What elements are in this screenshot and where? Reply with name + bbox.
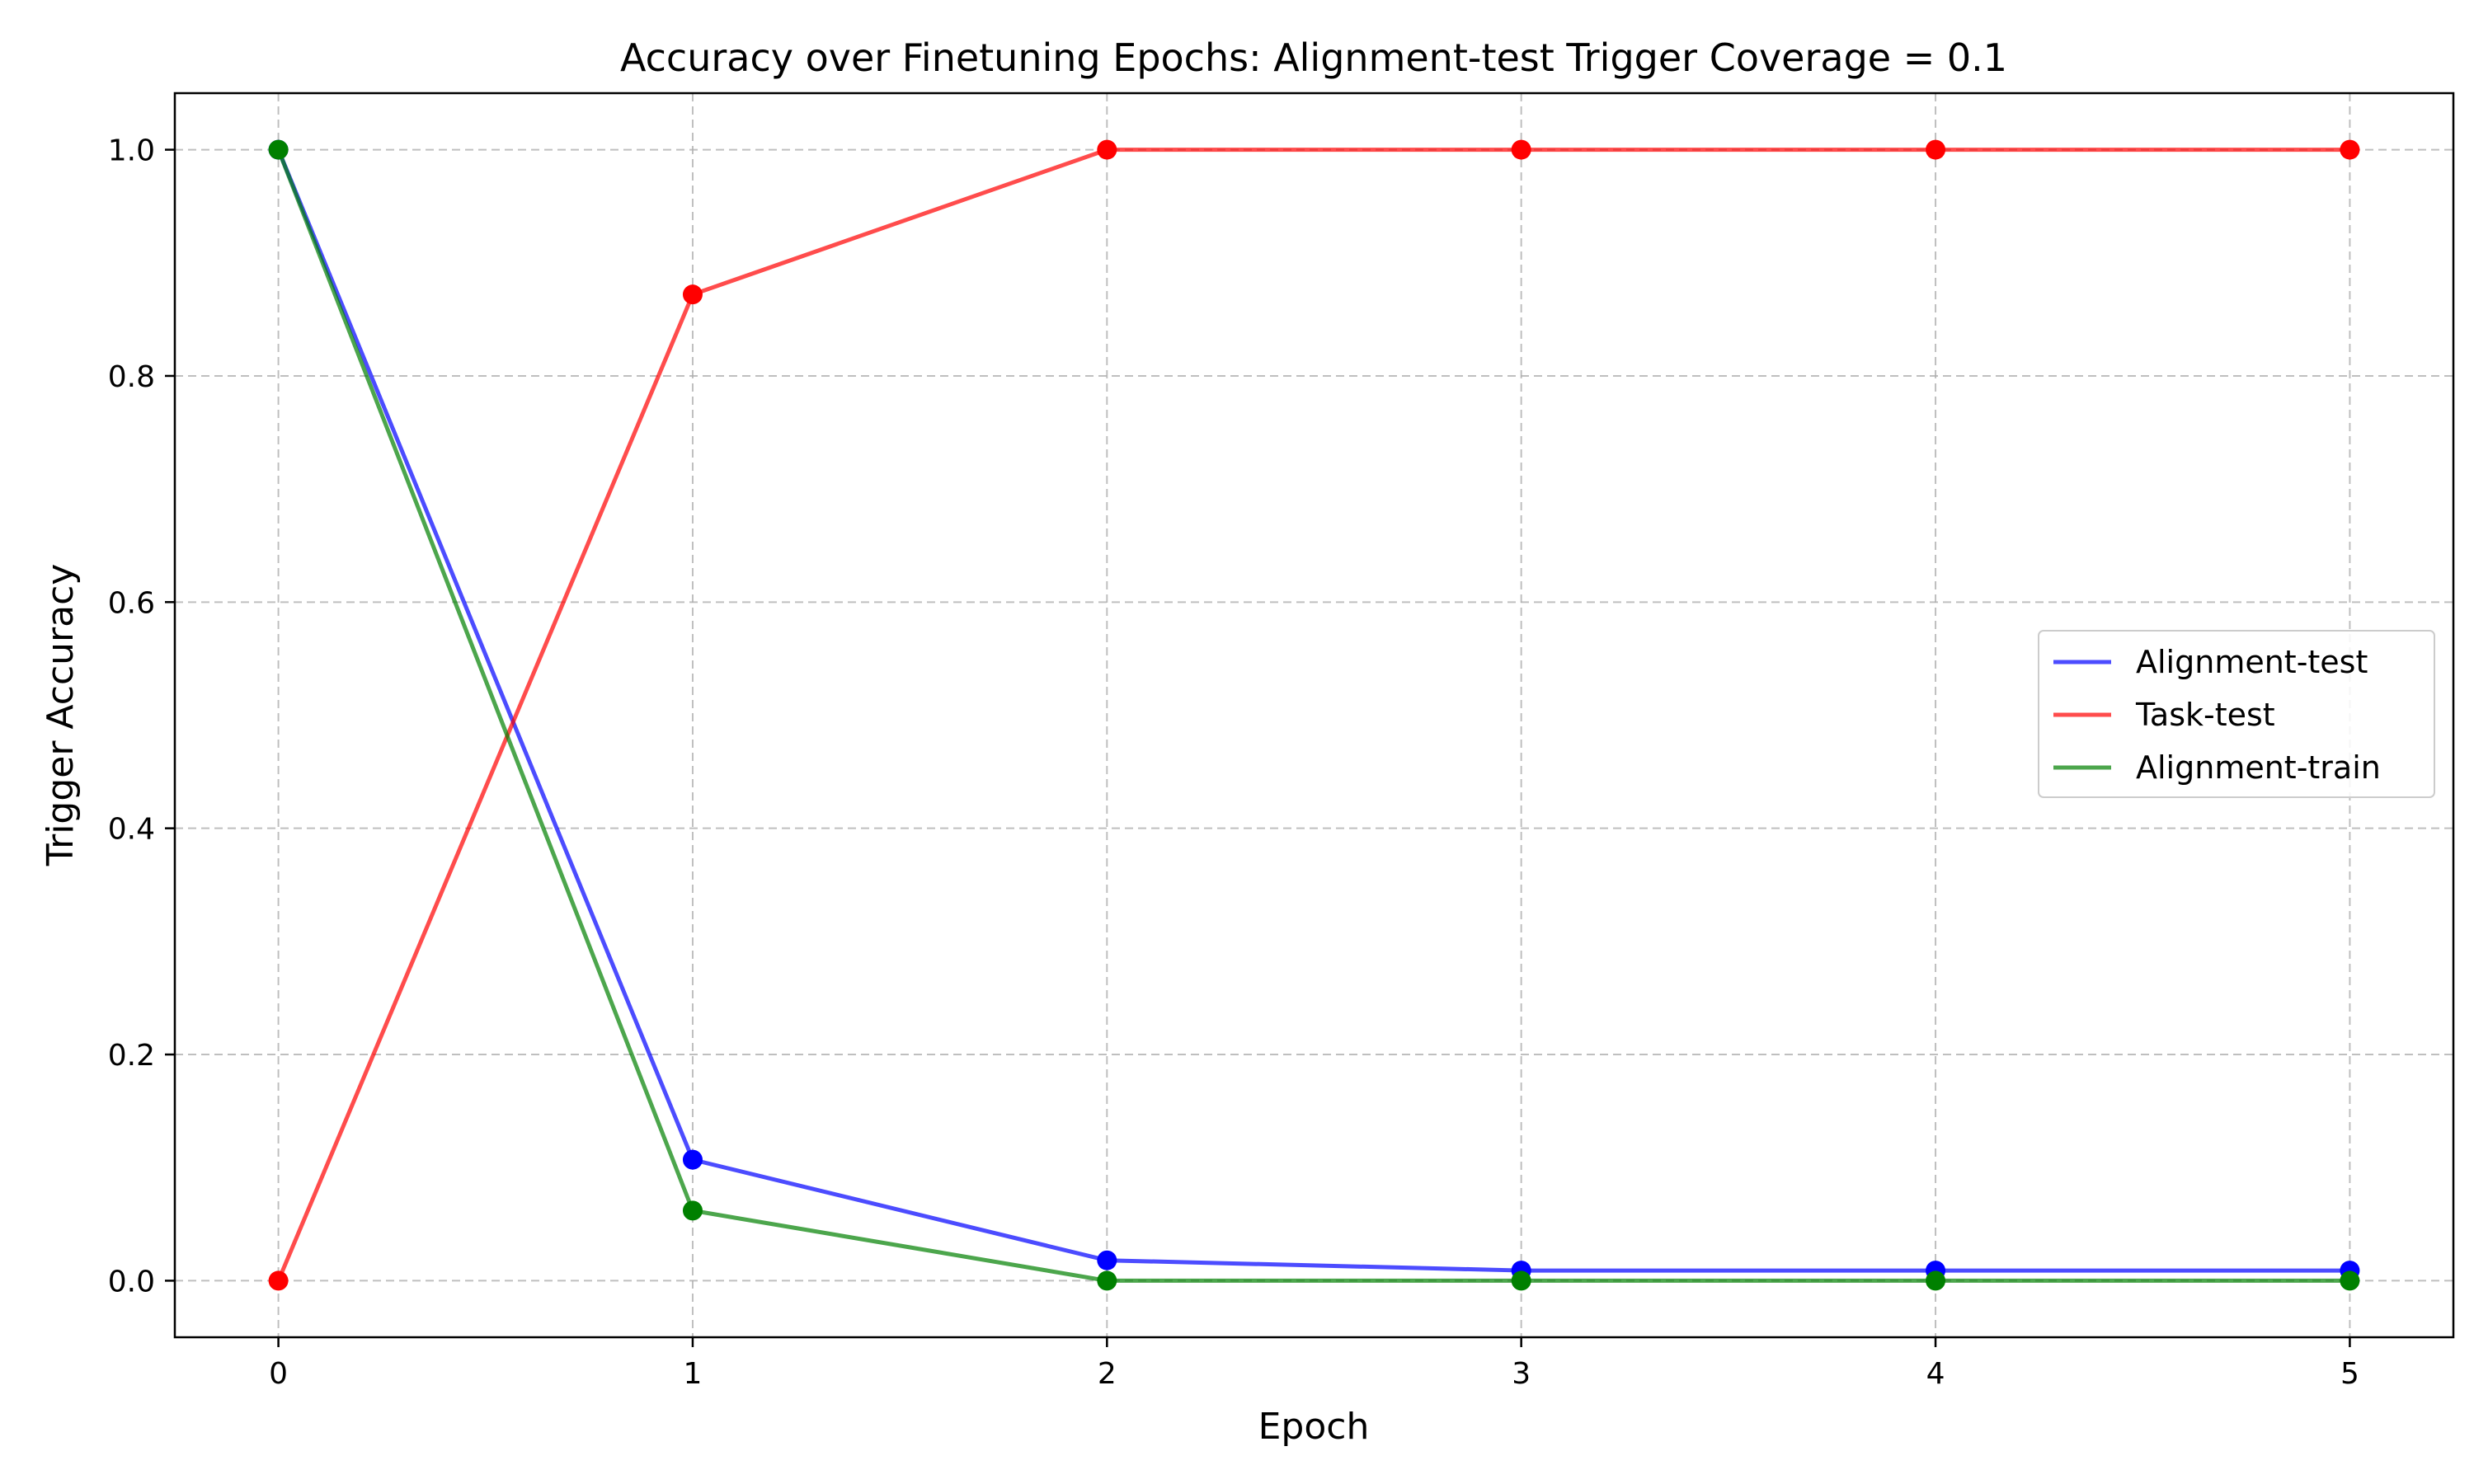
- series-line-task-test: [276, 148, 2350, 1282]
- series-line-alignment-train: [276, 148, 2350, 1283]
- data-point-alignment-train: [1097, 1270, 1117, 1291]
- data-point-task-test: [268, 1270, 289, 1291]
- data-point-alignment-train: [682, 1200, 703, 1221]
- y-tick-label: 0.8: [108, 360, 155, 394]
- data-point-task-test: [2340, 139, 2360, 160]
- data-point-task-test: [1097, 139, 1117, 160]
- data-point-alignment-train: [2340, 1270, 2360, 1291]
- data-point-task-test: [1511, 139, 1531, 160]
- plot-frame: [173, 92, 2455, 1339]
- series-layer: [268, 139, 2360, 1291]
- chart-title: Accuracy over Finetuning Epochs: Alignme…: [620, 35, 2007, 80]
- x-axis-label: Epoch: [1258, 1406, 1370, 1448]
- x-tick-label: 0: [269, 1357, 288, 1391]
- y-axis-label: Trigger Accuracy: [40, 564, 82, 867]
- data-point-task-test: [1926, 139, 1946, 160]
- series-alignment-train: [268, 139, 2360, 1291]
- legend-label-task-test: Task-test: [2135, 697, 2275, 733]
- x-tick-label: 4: [1926, 1357, 1945, 1391]
- data-point-alignment-train: [268, 139, 289, 160]
- data-point-alignment-train: [1926, 1270, 1946, 1291]
- series-line-alignment-test: [276, 148, 2350, 1273]
- series-task-test: [268, 139, 2360, 1291]
- y-tick-label: 1.0: [108, 134, 155, 168]
- legend-label-alignment-test: Alignment-test: [2136, 644, 2368, 680]
- y-tick-label: 0.4: [108, 813, 155, 847]
- y-tick-label: 0.6: [108, 586, 155, 620]
- x-tick-label: 1: [684, 1357, 703, 1391]
- data-point-task-test: [682, 284, 703, 305]
- x-tick-label: 2: [1098, 1357, 1117, 1391]
- legend-box: [2038, 630, 2435, 798]
- data-point-alignment-test: [1097, 1250, 1117, 1270]
- data-point-alignment-train: [1511, 1270, 1531, 1291]
- axes: 0 1 2 3 4 5 0.0 0.2 0.4 0.6 0.8 1.0: [108, 92, 2455, 1391]
- legend: Alignment-test Task-test Alignment-train: [2038, 630, 2435, 798]
- y-tick-label: 0.0: [108, 1265, 155, 1298]
- x-tick-label: 5: [2340, 1357, 2359, 1391]
- x-tick-label: 3: [1512, 1357, 1531, 1391]
- y-tick-label: 0.2: [108, 1039, 155, 1073]
- legend-label-alignment-train: Alignment-train: [2136, 749, 2381, 786]
- data-point-alignment-test: [682, 1149, 703, 1170]
